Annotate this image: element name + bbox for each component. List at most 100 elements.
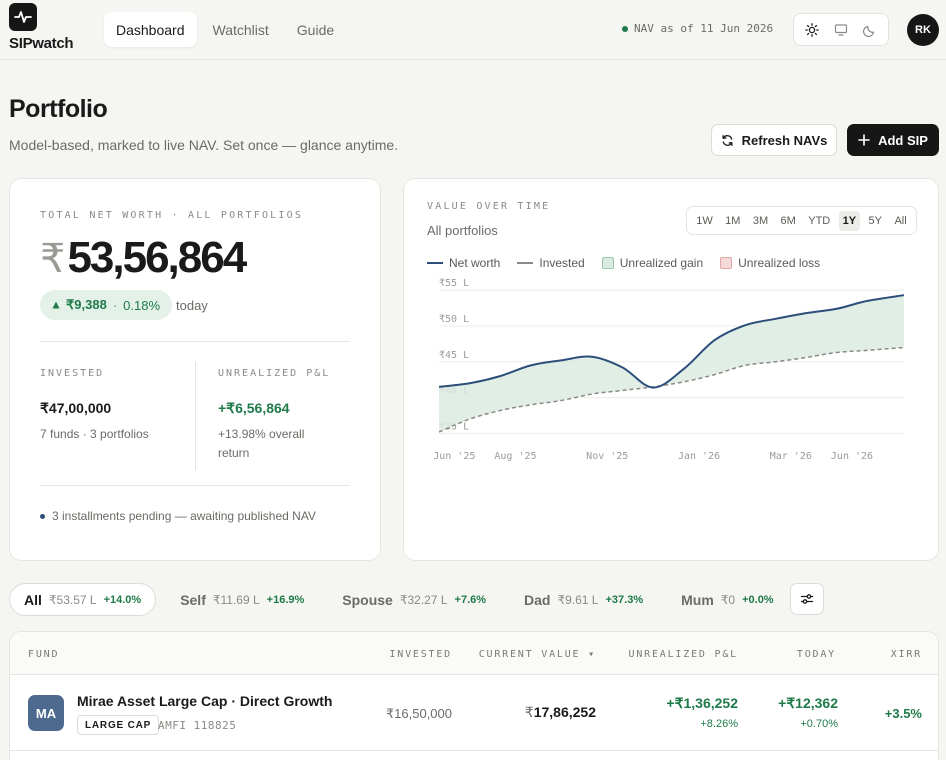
col-today[interactable]: TODAY [796, 649, 836, 660]
filter-sliders-button[interactable] [790, 583, 824, 615]
col-current-value[interactable]: CURRENT VALUE ▾ [478, 649, 596, 660]
owner-return: +7.6% [454, 593, 487, 606]
net-worth-eyebrow: TOTAL NET WORTH · ALL PORTFOLIOS [40, 210, 304, 221]
y-tick-label: ₹35 L [439, 421, 469, 432]
invested-value: ₹47,00,000 [40, 400, 112, 416]
range-1w[interactable]: 1W [696, 214, 713, 227]
y-tick-label: ₹55 L [439, 278, 469, 289]
y-tick-label: ₹50 L [439, 314, 469, 325]
refresh-navs-button[interactable]: Refresh NAVs [711, 124, 837, 156]
moon-icon[interactable] [857, 18, 883, 42]
pending-notice: 3 installments pending — awaiting publis… [40, 509, 316, 523]
pnl-pct-cell: +8.26% [700, 718, 738, 730]
x-tick-label: Aug '25 [494, 451, 536, 462]
table-header: FUND INVESTED CURRENT VALUE ▾ UNREALIZED… [10, 632, 938, 675]
range-5y[interactable]: 5Y [868, 214, 883, 227]
owner-return: +37.3% [605, 593, 644, 606]
pending-dot [40, 513, 45, 519]
range-1m[interactable]: 1M [725, 214, 741, 227]
pnl-label: UNREALIZED P&L [218, 368, 331, 379]
nav-date-text: NAV as of 11 Jun 2026 [634, 22, 774, 35]
owner-name: All [24, 591, 42, 608]
net-worth-value: ₹ 53,56,864 [40, 233, 247, 283]
owner-amount: ₹0 [720, 592, 736, 607]
divider [40, 485, 350, 486]
unrealized-gain-area [439, 295, 904, 432]
value-chart-card: VALUE OVER TIME All portfolios 1W 1M 3M … [403, 178, 939, 561]
col-unrealized-pnl[interactable]: UNREALIZED P&L [628, 649, 738, 660]
currency-symbol: ₹ [524, 704, 534, 720]
table-row[interactable]: MA Mirae Asset Large Cap · Direct Growth… [10, 675, 938, 751]
range-ytd[interactable]: YTD [808, 214, 831, 227]
owner-amount: ₹9.61 L [557, 592, 599, 607]
currency-symbol: ₹ [40, 237, 65, 281]
tab-watchlist[interactable]: Watchlist [212, 21, 269, 38]
today-separator: · [112, 297, 118, 313]
holdings-table: FUND INVESTED CURRENT VALUE ▾ UNREALIZED… [9, 631, 939, 760]
net-worth-card: TOTAL NET WORTH · ALL PORTFOLIOS ₹ 53,56… [9, 178, 381, 561]
y-tick-label: ₹45 L [439, 350, 469, 361]
today-label: today [176, 298, 208, 313]
tab-dashboard[interactable]: Dashboard [104, 12, 197, 47]
x-tick-label: Jun '26 [831, 451, 873, 462]
up-triangle-icon [52, 301, 60, 309]
col-fund[interactable]: FUND [28, 649, 60, 660]
owner-name: Spouse [342, 591, 393, 608]
page-subtitle: Model-based, marked to live NAV. Set onc… [9, 137, 399, 153]
divider [40, 341, 350, 342]
owner-filter: All ₹53.57 L +14.0% Self ₹11.69 L +16.9%… [9, 583, 788, 616]
top-header: SIPwatch Dashboard Watchlist Guide NAV a… [0, 0, 946, 60]
app-name[interactable]: SIPwatch [9, 35, 74, 52]
current-value-amount: 17,86,252 [533, 704, 596, 720]
refresh-label: Refresh NAVs [741, 132, 828, 148]
user-avatar[interactable]: RK [907, 14, 939, 46]
nav-status: NAV as of 11 Jun 2026 [622, 22, 773, 35]
tab-guide[interactable]: Guide [296, 21, 335, 38]
legend-label: Unrealized loss [738, 256, 821, 270]
range-3m[interactable]: 3M [752, 214, 769, 227]
range-6m[interactable]: 6M [780, 214, 796, 227]
xirr-cell: +3.5% [884, 706, 922, 721]
range-selector: 1W 1M 3M 6M YTD 1Y 5Y All [686, 206, 917, 235]
pnl-value: +₹6,56,864 [218, 400, 290, 416]
status-dot [622, 25, 628, 32]
fund-name[interactable]: Mirae Asset Large Cap · Direct Growth [77, 693, 333, 709]
today-change-badge: ₹9,388 · 0.18% [40, 290, 173, 320]
pulse-logo-icon[interactable] [9, 3, 37, 31]
legend-loss: Unrealized loss [720, 256, 820, 270]
today-pct-cell: +0.70% [800, 718, 838, 730]
add-sip-button[interactable]: Add SIP [847, 124, 939, 156]
owner-return: +14.0% [103, 593, 142, 606]
owner-self[interactable]: Self ₹11.69 L +16.9% [166, 583, 318, 616]
net-worth-amount: 53,56,864 [67, 233, 247, 282]
divider [195, 362, 196, 470]
owner-spouse[interactable]: Spouse ₹32.27 L +7.6% [328, 583, 500, 616]
legend-net-worth: Net worth [427, 256, 500, 270]
owner-all[interactable]: All ₹53.57 L +14.0% [9, 583, 157, 616]
sliders-icon [800, 594, 814, 604]
range-all[interactable]: All [894, 214, 907, 227]
add-sip-label: Add SIP [878, 132, 928, 148]
owner-return: +0.0% [742, 593, 774, 606]
legend-swatch [720, 257, 733, 269]
owner-return: +16.9% [266, 593, 305, 606]
today-change-amount: ₹9,388 [66, 297, 107, 312]
owner-dad[interactable]: Dad ₹9.61 L +37.3% [510, 583, 657, 616]
col-xirr[interactable]: XIRR [890, 649, 922, 660]
invested-note: 7 funds · 3 portfolios [40, 427, 149, 441]
monitor-icon[interactable] [828, 18, 854, 42]
today-cell: +₹12,362 [778, 695, 838, 711]
sun-icon[interactable] [799, 18, 825, 42]
pending-text: 3 installments pending — awaiting publis… [52, 509, 316, 523]
col-invested[interactable]: INVESTED [389, 649, 452, 660]
current-value-cell: ₹17,86,252 [525, 704, 596, 721]
legend-swatch [517, 262, 534, 264]
owner-amount: ₹53.57 L [48, 592, 97, 607]
refresh-icon [722, 134, 733, 146]
legend-label: Invested [539, 256, 585, 270]
owner-mum[interactable]: Mum ₹0 +0.0% [667, 583, 787, 616]
owner-name: Mum [681, 591, 714, 608]
range-1y[interactable]: 1Y [838, 210, 861, 231]
main-nav: Dashboard Watchlist Guide [104, 12, 346, 47]
